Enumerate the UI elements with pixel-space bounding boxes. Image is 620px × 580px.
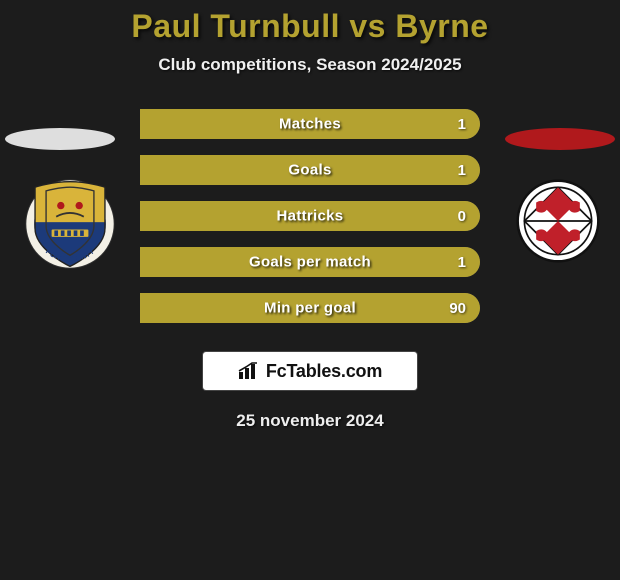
stat-row: 1Goals <box>140 155 480 185</box>
stat-label: Min per goal <box>264 300 356 317</box>
stat-label: Matches <box>279 116 341 133</box>
site-label: FcTables.com <box>266 361 382 382</box>
stat-label: Goals per match <box>249 254 371 271</box>
stat-bar: 90Min per goal <box>140 293 480 323</box>
stat-label: Hattricks <box>277 208 344 225</box>
stat-label: Goals <box>288 162 331 179</box>
date-text: 25 november 2024 <box>0 411 620 431</box>
stat-bar: 1Goals <box>140 155 480 185</box>
left-team-crest: PORT COUNTY <box>20 178 120 270</box>
right-team-crest <box>516 179 600 263</box>
bars-icon <box>238 362 260 380</box>
stat-bar: 0Hattricks <box>140 201 480 231</box>
right-team-color-swatch <box>505 128 615 150</box>
left-team-color-swatch <box>5 128 115 150</box>
stat-row: 1Matches <box>140 109 480 139</box>
stat-bar: 1Matches <box>140 109 480 139</box>
page-title: Paul Turnbull vs Byrne <box>0 8 620 45</box>
stats-bars: 1Matches 1Goals 0Hattricks 1Goals per match… <box>140 109 480 323</box>
stat-row: 90Min per goal <box>140 293 480 323</box>
stat-row: 0Hattricks <box>140 201 480 231</box>
stat-row: 1Goals per match <box>140 247 480 277</box>
stat-bar: 1Goals per match <box>140 247 480 277</box>
site-attribution: FcTables.com <box>202 351 418 391</box>
comparison-card: Paul Turnbull vs Byrne Club competitions… <box>0 0 620 431</box>
subtitle: Club competitions, Season 2024/2025 <box>0 55 620 75</box>
